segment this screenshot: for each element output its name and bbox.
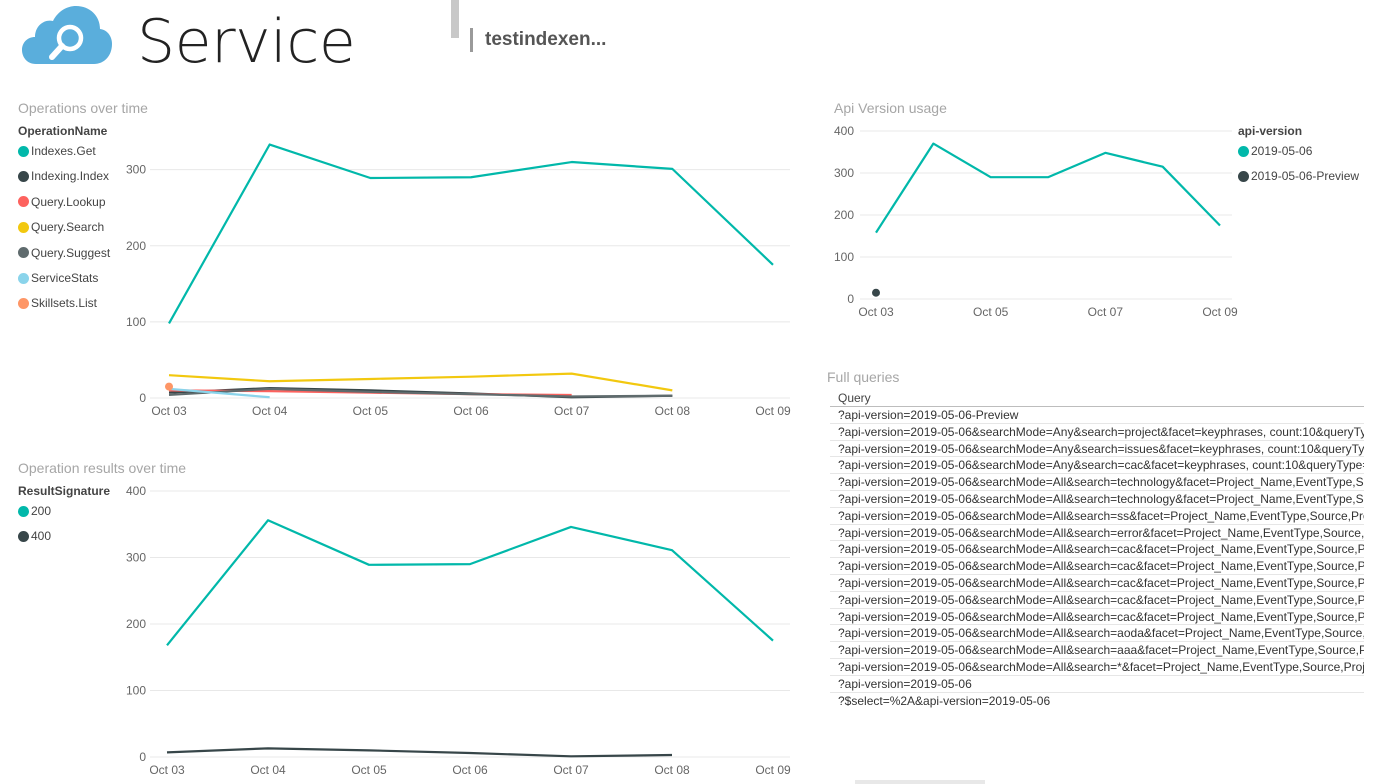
x-tick-label: Oct 03	[858, 305, 894, 319]
queries-table-title: Full queries	[827, 369, 899, 385]
table-row[interactable]: ?api-version=2019-05-06&searchMode=All&s…	[830, 525, 1364, 542]
x-tick-label: Oct 06	[452, 763, 488, 777]
y-tick-label: 200	[126, 617, 146, 631]
y-tick-label: 100	[126, 684, 146, 698]
table-row[interactable]: ?api-version=2019-05-06&searchMode=All&s…	[830, 625, 1364, 642]
y-tick-label: 400	[834, 124, 854, 138]
x-tick-label: Oct 07	[553, 763, 589, 777]
x-tick-label: Oct 03	[151, 404, 187, 418]
series-line	[167, 748, 672, 756]
y-tick-label: 0	[847, 292, 854, 306]
queries-column-header[interactable]: Query	[830, 390, 1364, 407]
x-tick-label: Oct 06	[453, 404, 489, 418]
table-row[interactable]: ?api-version=2019-05-06&searchMode=All&s…	[830, 541, 1364, 558]
x-tick-label: Oct 08	[655, 404, 691, 418]
x-tick-label: Oct 05	[973, 305, 1009, 319]
y-tick-label: 0	[139, 391, 146, 405]
table-row[interactable]: ?api-version=2019-05-06&searchMode=Any&s…	[830, 424, 1364, 441]
series-line	[169, 145, 773, 324]
table-row[interactable]: ?api-version=2019-05-06&searchMode=All&s…	[830, 491, 1364, 508]
y-tick-label: 300	[126, 551, 146, 565]
table-row[interactable]: ?api-version=2019-05-06&searchMode=Any&s…	[830, 441, 1364, 458]
table-row[interactable]: ?api-version=2019-05-06&searchMode=All&s…	[830, 508, 1364, 525]
horizontal-scrollbar[interactable]	[855, 780, 985, 784]
table-row[interactable]: ?api-version=2019-05-06&searchMode=All&s…	[830, 659, 1364, 676]
y-tick-label: 300	[126, 163, 146, 177]
x-tick-label: Oct 09	[1202, 305, 1238, 319]
table-row[interactable]: ?api-version=2019-05-06&searchMode=All&s…	[830, 592, 1364, 609]
x-tick-label: Oct 05	[351, 763, 387, 777]
table-row[interactable]: ?api-version=2019-05-06&searchMode=All&s…	[830, 474, 1364, 491]
y-tick-label: 200	[834, 208, 854, 222]
table-row[interactable]: ?api-version=2019-05-06&searchMode=All&s…	[830, 558, 1364, 575]
series-line	[169, 374, 672, 391]
table-row[interactable]: ?api-version=2019-05-06&searchMode=All&s…	[830, 609, 1364, 626]
series-point	[872, 289, 880, 297]
queries-table-body: ?api-version=2019-05-06-Preview ?api-vers…	[830, 407, 1364, 709]
y-tick-label: 0	[139, 750, 146, 764]
table-row[interactable]: ?api-version=2019-05-06&searchMode=All&s…	[830, 642, 1364, 659]
x-tick-label: Oct 07	[554, 404, 590, 418]
y-tick-label: 100	[126, 315, 146, 329]
x-tick-label: Oct 08	[654, 763, 690, 777]
table-row[interactable]: ?$select=%2A&api-version=2019-05-06	[830, 693, 1364, 710]
table-row[interactable]: ?api-version=2019-05-06	[830, 676, 1364, 693]
x-tick-label: Oct 05	[353, 404, 389, 418]
table-row[interactable]: ?api-version=2019-05-06&searchMode=Any&s…	[830, 457, 1364, 474]
x-tick-label: Oct 04	[252, 404, 288, 418]
table-row[interactable]: ?api-version=2019-05-06-Preview	[830, 407, 1364, 424]
series-point	[165, 383, 173, 391]
series-line	[167, 520, 773, 645]
series-line	[876, 144, 1220, 233]
y-tick-label: 400	[126, 484, 146, 498]
x-tick-label: Oct 07	[1088, 305, 1124, 319]
queries-table[interactable]: Query ?api-version=2019-05-06-Preview ?ap…	[830, 390, 1364, 720]
y-tick-label: 100	[834, 250, 854, 264]
y-tick-label: 200	[126, 239, 146, 253]
x-tick-label: Oct 09	[755, 404, 791, 418]
y-tick-label: 300	[834, 166, 854, 180]
x-tick-label: Oct 09	[755, 763, 791, 777]
x-tick-label: Oct 04	[250, 763, 286, 777]
table-row[interactable]: ?api-version=2019-05-06&searchMode=All&s…	[830, 575, 1364, 592]
x-tick-label: Oct 03	[149, 763, 185, 777]
